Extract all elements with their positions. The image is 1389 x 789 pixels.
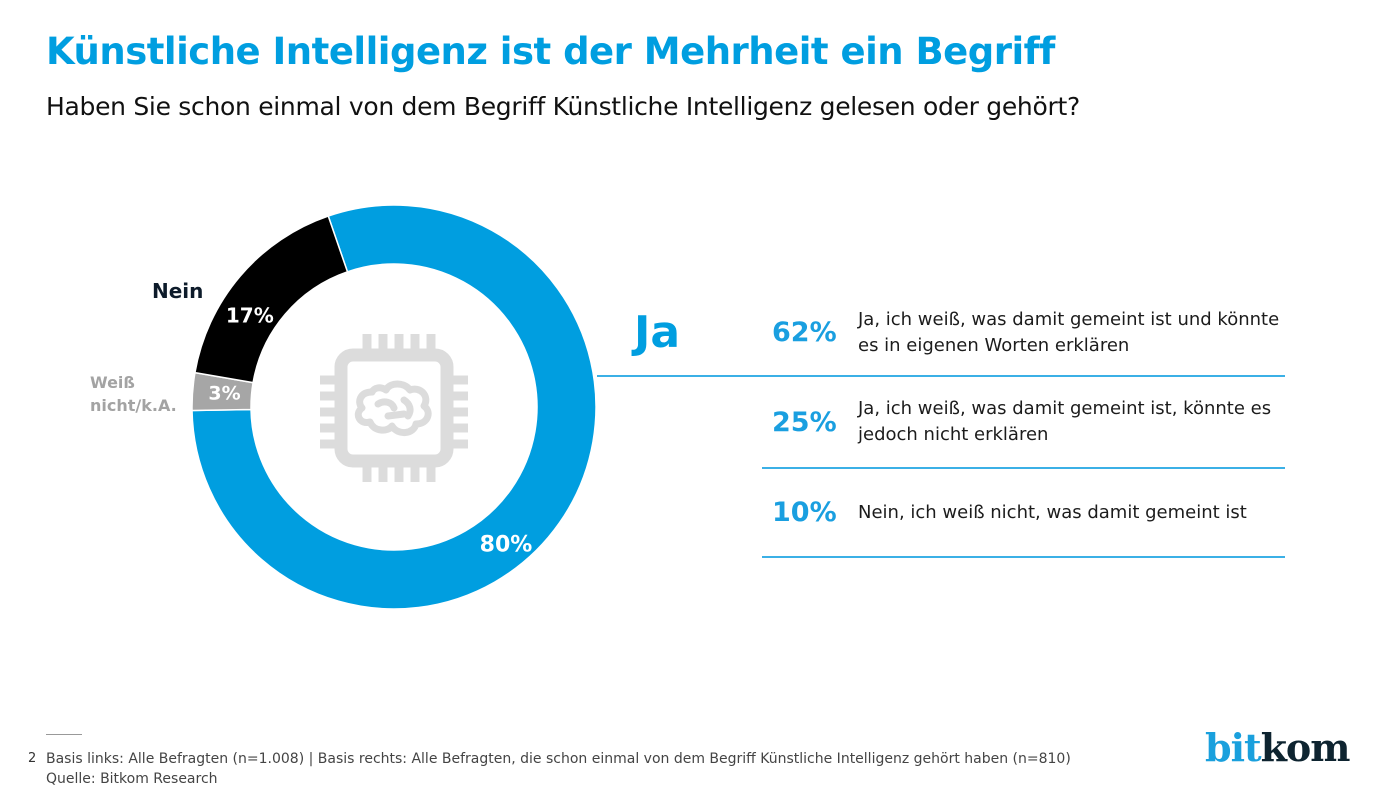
table-row: 62% Ja, ich weiß, was damit gemeint ist …: [762, 290, 1285, 377]
page-subtitle: Haben Sie schon einmal von dem Begriff K…: [46, 92, 1080, 121]
row-percentage: 10%: [772, 497, 837, 528]
footer-source: Quelle: Bitkom Research: [46, 771, 218, 787]
table-row: 10% Nein, ich weiß nicht, was damit geme…: [762, 469, 1285, 558]
footer-divider: [46, 734, 82, 735]
bitkom-logo: bitkom: [1205, 725, 1351, 770]
segment-labels: 80% 3% 17%: [208, 303, 532, 557]
donut-segment-nein: [194, 215, 349, 384]
footer-basis: Basis links: Alle Befragten (n=1.008) | …: [46, 751, 1071, 767]
donut-segment-ja: [191, 204, 597, 610]
page-number: 2: [28, 751, 37, 766]
legend-label-nein: Nein: [152, 279, 204, 303]
page-title: Künstliche Intelligenz ist der Mehrheit …: [46, 30, 1055, 73]
row-percentage: 62%: [772, 317, 837, 348]
logo-part-kom: kom: [1260, 725, 1351, 770]
legend-label-weiss-line2: nicht/k.A.: [90, 396, 177, 415]
row-description: Ja, ich weiß, was damit gemeint ist und …: [858, 308, 1280, 356]
chip-brain-icon: [320, 334, 468, 482]
legend-label-weiss-nicht: Weiß nicht/k.A.: [90, 371, 177, 417]
segment-label: 3%: [208, 382, 240, 404]
row-percentage: 25%: [772, 406, 837, 438]
footer-notes: Basis links: Alle Befragten (n=1.008) | …: [46, 749, 1071, 789]
legend-label-ja: Ja: [634, 307, 681, 358]
row-description: Nein, ich weiß nicht, was damit gemeint …: [858, 501, 1247, 523]
legend-label-weiss-line1: Weiß: [90, 373, 135, 392]
row-description: Ja, ich weiß, was damit gemeint ist, kön…: [858, 398, 1272, 445]
donut-segments: [191, 204, 597, 610]
logo-part-bit: bit: [1205, 725, 1262, 770]
ja-breakdown-table: 62% Ja, ich weiß, was damit gemeint ist …: [762, 290, 1285, 558]
table-row: 25% Ja, ich weiß, was damit gemeint ist,…: [762, 377, 1285, 469]
segment-label: 17%: [226, 303, 274, 327]
segment-label: 80%: [480, 532, 533, 557]
